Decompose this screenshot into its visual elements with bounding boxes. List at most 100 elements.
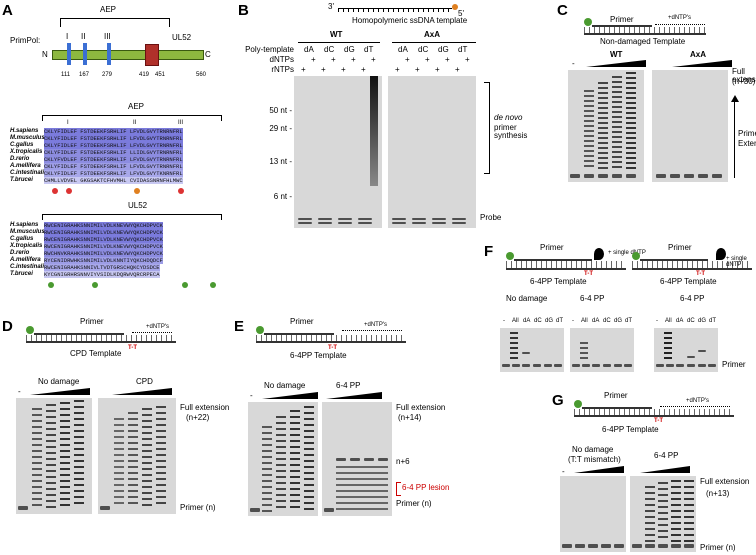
b-3prime: 3' <box>328 2 334 11</box>
wt-dc: dC <box>324 45 335 54</box>
probe-label: Probe <box>480 213 502 222</box>
e-lesion-bracket <box>396 482 401 496</box>
zinc-dot <box>48 282 54 288</box>
g-gradient-1 <box>574 466 624 473</box>
d-gradient-1 <box>30 388 90 395</box>
c-extension-arrow <box>655 24 705 25</box>
g-template-strand <box>574 415 734 417</box>
g-tt: T-T <box>654 418 663 424</box>
b-axa: AxA <box>424 30 441 39</box>
row-rntp: rNTPs <box>271 65 294 74</box>
gel-c-wt <box>568 70 644 182</box>
d-ext-arrow <box>132 332 172 333</box>
plus: + <box>301 65 306 74</box>
g-bp <box>574 409 734 415</box>
aep-alignment: H.sapiens CKLYFIDLEF FSTDEEKFSRHLIF LFVDL… <box>10 128 183 184</box>
g-mismatch: (T:T mismatch) <box>568 455 621 464</box>
d-tt: T-T <box>128 345 137 351</box>
ssdna-template-label: Homopolymeric ssDNA template <box>352 16 468 25</box>
gel-g-1 <box>560 476 626 552</box>
axa-dt: dT <box>458 45 468 54</box>
catalytic-dot <box>66 188 72 194</box>
aep-align-header: AEP <box>128 102 145 111</box>
marker-13: 13 nt - <box>269 157 292 166</box>
plus: + <box>361 65 366 74</box>
c-full-ext-n: (n+30) <box>732 77 756 86</box>
d-full-ext: Full extension <box>180 403 230 412</box>
panel-g-label: G <box>552 392 564 409</box>
e-minus: - <box>250 391 253 400</box>
zinc-dot <box>92 282 98 288</box>
panel-a-label: A <box>2 2 13 19</box>
panel-d-label: D <box>2 318 13 335</box>
g-pp: 6-4 PP <box>654 451 679 460</box>
d-cpd: CPD <box>136 377 153 386</box>
f-primer-strand-2 <box>640 259 708 261</box>
pos-111: 111 <box>61 72 71 78</box>
panel-b-label: B <box>238 2 249 19</box>
e-lesion: 6-4 PP lesion <box>402 483 450 492</box>
f-no-damage: No damage <box>506 294 548 303</box>
c-extension-arrow-line <box>734 100 735 178</box>
f-tt-1: T-T <box>584 271 593 277</box>
c-primer: Primer <box>610 15 634 24</box>
d-full-ext-n: (n+22) <box>186 413 210 422</box>
aep-align-bracket <box>42 115 222 121</box>
d-primer-n: Primer (n) <box>180 503 216 512</box>
f-lane: - <box>656 318 658 324</box>
e-primer: Primer <box>290 317 314 326</box>
gel-f-3 <box>654 328 718 372</box>
zinc-dot <box>182 282 188 288</box>
f-bp-2 <box>632 261 752 268</box>
e-n6: n+6 <box>396 457 410 466</box>
gel-d-1 <box>16 398 92 514</box>
denovo-bracket <box>484 82 490 174</box>
motif-i: I <box>66 32 69 41</box>
f-polymerase-icon <box>716 248 726 260</box>
gel-f-1 <box>500 328 564 372</box>
f-lane: - <box>572 318 574 324</box>
c-template-label: Non-damaged Template <box>600 37 686 46</box>
primer-label-dot <box>584 18 592 26</box>
plus: + <box>435 65 440 74</box>
d-template-strand <box>26 341 176 343</box>
f-lane: dA <box>676 318 684 324</box>
d-dntps: +dNTP's <box>146 324 169 330</box>
f-template-strand-1 <box>506 268 626 270</box>
ul52-align-header: UL52 <box>128 201 148 210</box>
f-lane: dG <box>698 318 707 324</box>
row-dntp: dNTPs <box>269 55 294 64</box>
plus: + <box>445 55 450 64</box>
f-lane: All <box>665 318 672 324</box>
d-template-label: CPD Template <box>70 349 122 358</box>
f-dot-1 <box>506 252 514 260</box>
pos-560: 560 <box>196 72 207 78</box>
axa-dc: dC <box>418 45 429 54</box>
catalytic-dot <box>134 188 140 194</box>
c-dntps: +dNTP's <box>668 15 691 21</box>
panel-f-label: F <box>484 243 494 260</box>
gel-d-2 <box>98 398 176 514</box>
primpol-domain-bar <box>52 50 204 60</box>
c-full-ext: Full extension <box>732 67 756 84</box>
e-full-ext-n: (n+14) <box>398 413 422 422</box>
b-5prime: 5' <box>458 9 464 18</box>
e-pp: 6-4 PP <box>336 381 361 390</box>
d-no-damage: No damage <box>38 377 80 386</box>
e-template-label: 6-4PP Template <box>290 351 347 360</box>
e-no-damage: No damage <box>264 381 306 390</box>
aep-bracket <box>60 18 170 27</box>
f-lane: dA <box>523 318 531 324</box>
c-arrow-head-icon <box>731 95 739 102</box>
f-lane: dG <box>545 318 554 324</box>
gel-c-axa <box>652 70 728 182</box>
d-minus: - <box>18 387 21 396</box>
f-bp-1 <box>506 261 626 268</box>
c-wt-gradient <box>586 60 646 67</box>
zinc-dot <box>210 282 216 288</box>
marker-50: 50 nt - <box>269 106 292 115</box>
c-terminus: C <box>205 50 211 59</box>
g-primer-strand <box>582 407 652 409</box>
panel-c-label: C <box>557 2 568 19</box>
f-lane: dC <box>534 318 542 324</box>
